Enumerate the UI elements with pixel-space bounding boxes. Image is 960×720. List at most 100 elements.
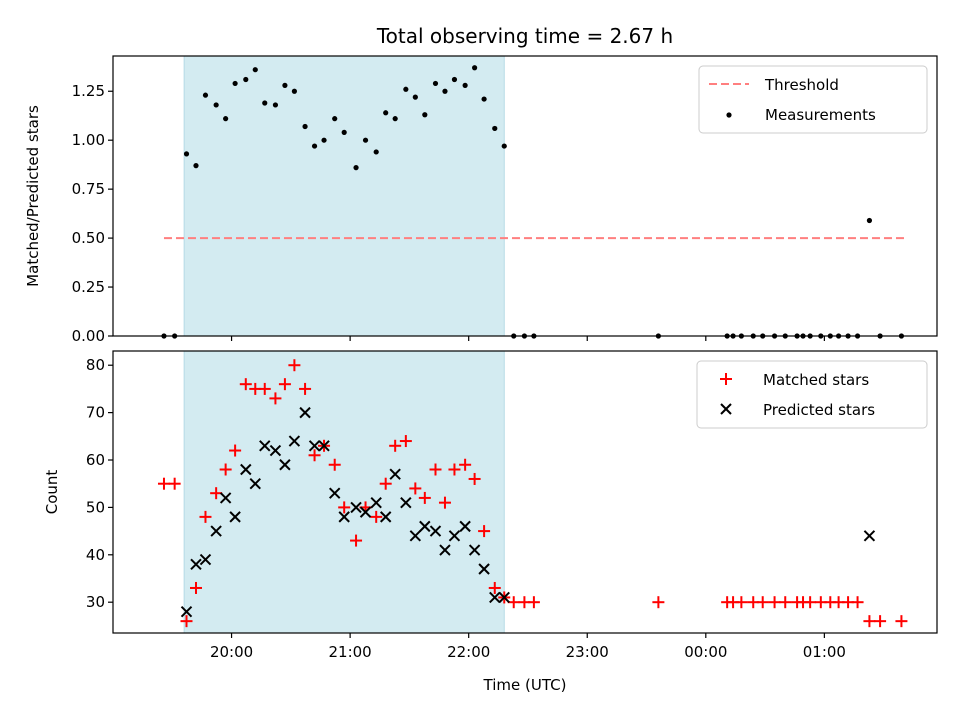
matched-star-point [229, 444, 242, 457]
measurement-point [243, 76, 249, 83]
predicted-star-point [379, 511, 392, 523]
predicted-star-point [308, 440, 321, 452]
y-tick-label: 0.00 [72, 327, 105, 345]
predicted-star-mark [219, 492, 232, 504]
x-tick-label: 01:00 [803, 643, 846, 661]
predicted-star-mark [279, 459, 291, 471]
matched-star-point [278, 378, 291, 391]
matched-star-point [370, 510, 383, 523]
predicted-star-point [489, 591, 501, 604]
predicted-star-mark [359, 506, 372, 518]
predicted-star-point [409, 530, 422, 542]
predicted-star-mark [199, 553, 212, 566]
measurement-point [202, 92, 209, 98]
y-tick-label: 0.25 [72, 278, 105, 296]
matched-star-point [308, 449, 321, 462]
legend-matched-label: Matched stars [763, 371, 869, 389]
predicted-star-point [259, 440, 271, 452]
predicted-star-point [269, 444, 282, 457]
top-y-axis-label: Matched/Predicted stars [24, 105, 42, 287]
predicted-star-point [389, 468, 401, 480]
matched-star-point [409, 482, 422, 495]
matched-star-point [448, 463, 461, 476]
predicted-star-mark [249, 477, 261, 490]
predicted-star-point [199, 553, 212, 566]
y-tick-label: 1.00 [72, 131, 105, 149]
matched-star-point [459, 458, 472, 471]
predicted-star-point [299, 406, 311, 419]
matched-star-point [157, 477, 170, 490]
predicted-star-mark [379, 511, 392, 523]
matched-star-point [468, 472, 481, 485]
y-tick-label: 30 [86, 593, 105, 611]
x-tick-label: 20:00 [210, 643, 253, 661]
predicted-star-point [863, 530, 876, 542]
measurement-point [282, 82, 288, 88]
measurement-point [302, 123, 308, 130]
predicted-star-point [318, 440, 330, 452]
top-legend: Threshold Measurements [698, 65, 928, 134]
predicted-star-point [279, 459, 291, 471]
matched-star-point [239, 378, 252, 391]
measurement-point [492, 125, 498, 132]
measurement-point [412, 94, 418, 100]
measurement-point [383, 110, 389, 116]
predicted-star-mark [329, 487, 341, 499]
legend-threshold-label: Threshold [764, 76, 839, 94]
predicted-star-point [498, 591, 510, 604]
matched-star-point [488, 581, 501, 594]
measurement-point [866, 217, 873, 224]
matched-star-point [189, 581, 202, 594]
predicted-star-point [219, 492, 232, 504]
predicted-star-point [468, 544, 481, 556]
predicted-star-point [419, 520, 431, 533]
predicted-star-point [210, 525, 222, 537]
measurement-point [213, 102, 219, 108]
y-tick-label: 40 [86, 546, 105, 564]
y-tick-label: 1.25 [72, 82, 105, 100]
x-axis-label: Time (UTC) [483, 676, 567, 694]
predicted-star-mark [400, 496, 412, 509]
predicted-star-point [229, 511, 241, 523]
predicted-star-mark [459, 520, 471, 533]
predicted-star-mark [240, 463, 252, 476]
predicted-star-mark [269, 444, 282, 457]
measurement-point [362, 137, 369, 143]
predicted-star-mark [299, 406, 311, 419]
y-tick-label: 50 [86, 498, 105, 516]
predicted-star-mark [180, 605, 193, 618]
predicted-star-point [459, 520, 471, 533]
predicted-star-mark [370, 496, 382, 509]
predicted-star-point [240, 463, 252, 476]
matched-star-point [399, 435, 412, 448]
top-panel: 0.00 0.25 0.50 0.75 1.00 1.25 Matched/Predict… [24, 55, 938, 345]
predicted-star-mark [318, 440, 330, 452]
measurement-point [353, 165, 359, 171]
measurement-point [341, 129, 347, 135]
matched-star-point [895, 615, 908, 628]
predicted-star-point [180, 605, 193, 618]
x-tick-label: 22:00 [447, 643, 490, 661]
x-tick-label: 23:00 [566, 643, 609, 661]
measurement-point [232, 80, 238, 87]
predicted-star-mark [498, 591, 510, 604]
measurement-point [183, 151, 190, 157]
predicted-star-point [448, 530, 461, 542]
measurement-point [332, 116, 338, 122]
x-tick-label: 21:00 [329, 643, 372, 661]
measurement-point [311, 143, 318, 149]
matched-star-point [478, 525, 491, 538]
measurement-point [501, 143, 507, 149]
measurement-point [442, 88, 448, 94]
predicted-star-point [190, 558, 202, 570]
matched-star-point [210, 487, 223, 500]
matched-star-point [652, 596, 665, 609]
measurement-point [223, 116, 229, 122]
measurement-point [321, 137, 327, 143]
matched-star-point [199, 510, 212, 523]
matched-star-point [429, 463, 442, 476]
x-tick-label: 00:00 [684, 643, 727, 661]
top-plot-frame [112, 55, 938, 337]
matched-star-point [258, 382, 271, 395]
